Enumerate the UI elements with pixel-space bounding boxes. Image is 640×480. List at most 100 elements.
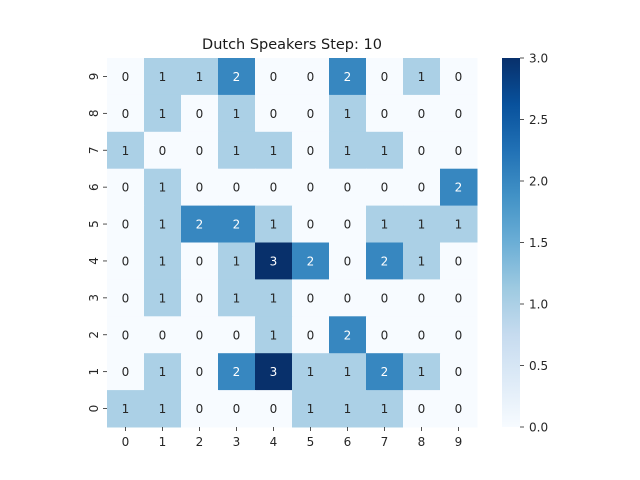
cell-value-label: 0: [159, 328, 167, 342]
heatmap-cell: [403, 353, 441, 391]
cell-value-label: 0: [418, 291, 426, 305]
cell-value-label: 1: [418, 365, 426, 379]
x-tick-label: 2: [196, 435, 204, 449]
heatmap-cell: [181, 58, 219, 96]
cell-value-label: 0: [122, 365, 130, 379]
cell-value-label: 0: [455, 328, 463, 342]
heatmap-cell: [366, 316, 404, 354]
cell-value-label: 0: [196, 402, 204, 416]
heatmap-cell: [366, 279, 404, 317]
cell-value-label: 1: [381, 218, 389, 232]
colorbar-tick-label: 2.5: [529, 113, 548, 127]
cell-value-label: 0: [159, 144, 167, 158]
cell-value-label: 1: [122, 144, 130, 158]
y-tick-label: 5: [87, 220, 101, 228]
cell-value-label: 3: [270, 365, 278, 379]
y-tick-label: 1: [87, 368, 101, 376]
cell-value-label: 1: [270, 144, 278, 158]
cell-value-label: 0: [455, 70, 463, 84]
y-tick-label: 3: [87, 294, 101, 302]
heatmap-cell: [218, 205, 256, 243]
cell-value-label: 2: [307, 254, 315, 268]
cell-value-label: 1: [307, 365, 315, 379]
cell-value-label: 1: [159, 254, 167, 268]
heatmap-cell: [144, 242, 182, 280]
x-tick-label: 0: [122, 435, 130, 449]
cell-value-label: 2: [455, 181, 463, 195]
heatmap-cell: [107, 168, 145, 207]
colorbar-tick-label: 1.5: [529, 236, 548, 250]
cell-value-label: 0: [196, 328, 204, 342]
cell-value-label: 1: [159, 107, 167, 121]
cell-value-label: 0: [418, 402, 426, 416]
cell-value-label: 0: [270, 181, 278, 195]
cell-value-label: 0: [455, 144, 463, 158]
heatmap-cell: [292, 242, 330, 280]
cell-value-label: 0: [418, 107, 426, 121]
cell-value-label: 0: [196, 291, 204, 305]
cell-value-label: 2: [344, 328, 352, 342]
x-tick-label: 6: [344, 435, 352, 449]
heatmap-cell: [107, 279, 145, 317]
heatmap-cell: [255, 242, 293, 280]
cell-value-label: 1: [122, 402, 130, 416]
colorbar-ticks: 0.0 0.5 1.0 1.5 2.0 2.5 3.0: [520, 52, 548, 435]
cell-value-label: 2: [381, 254, 389, 268]
heatmap-cell: [403, 131, 441, 170]
heatmap-cell: [440, 390, 478, 428]
heatmap-cell: [218, 94, 256, 133]
heatmap-cell: [255, 131, 293, 170]
cell-value-label: 1: [159, 365, 167, 379]
heatmap-cell: [403, 168, 441, 207]
heatmap-cell: [255, 94, 293, 133]
heatmap-cell: [107, 58, 145, 96]
x-tick-label: 5: [307, 435, 315, 449]
cell-value-label: 0: [418, 144, 426, 158]
heatmap-cell: [403, 390, 441, 428]
heatmap-cell: [366, 58, 404, 96]
cell-value-label: 0: [307, 70, 315, 84]
heatmap-cell: [329, 242, 367, 280]
cell-value-label: 0: [307, 291, 315, 305]
cell-value-label: 0: [233, 402, 241, 416]
heatmap-cell: [218, 353, 256, 391]
heatmap-cell: [329, 131, 367, 170]
cell-value-label: 1: [233, 144, 241, 158]
heatmap-cell: [366, 94, 404, 133]
heatmap-cell: [107, 390, 145, 428]
cell-value-label: 0: [455, 254, 463, 268]
cell-value-label: 2: [381, 365, 389, 379]
heatmap-cell: [329, 279, 367, 317]
heatmap-cell: [218, 279, 256, 317]
heatmap-cell: [144, 168, 182, 207]
heatmap-cell: [440, 279, 478, 317]
cell-value-label: 1: [233, 291, 241, 305]
cell-value-label: 0: [381, 291, 389, 305]
heatmap-cell: [181, 131, 219, 170]
x-tick-label: 3: [233, 435, 241, 449]
colorbar-tick-label: 3.0: [529, 52, 548, 66]
heatmap-cell: [440, 58, 478, 96]
heatmap-cell: [181, 168, 219, 207]
heatmap-cell: [440, 94, 478, 133]
heatmap-cell: [292, 58, 330, 96]
cell-value-label: 1: [159, 181, 167, 195]
heatmap-cell: [329, 58, 367, 96]
chart-title: Dutch Speakers Step: 10: [202, 37, 382, 53]
cell-value-label: 0: [122, 107, 130, 121]
cell-value-label: 0: [196, 365, 204, 379]
heatmap-cell: [218, 131, 256, 170]
heatmap-cell: [218, 390, 256, 428]
cell-value-label: 0: [270, 70, 278, 84]
cell-value-label: 1: [233, 254, 241, 268]
cell-value-label: 0: [270, 402, 278, 416]
cell-value-label: 0: [122, 291, 130, 305]
heatmap-cell: [107, 131, 145, 170]
x-axis: 0 1 2 3 4 5 6 7 8 9: [122, 427, 462, 449]
y-tick-label: 8: [87, 110, 101, 118]
cell-value-label: 0: [122, 328, 130, 342]
heatmap-cell: [329, 205, 367, 243]
heatmap-cell: [255, 316, 293, 354]
cell-value-label: 1: [344, 402, 352, 416]
y-tick-label: 0: [87, 405, 101, 413]
